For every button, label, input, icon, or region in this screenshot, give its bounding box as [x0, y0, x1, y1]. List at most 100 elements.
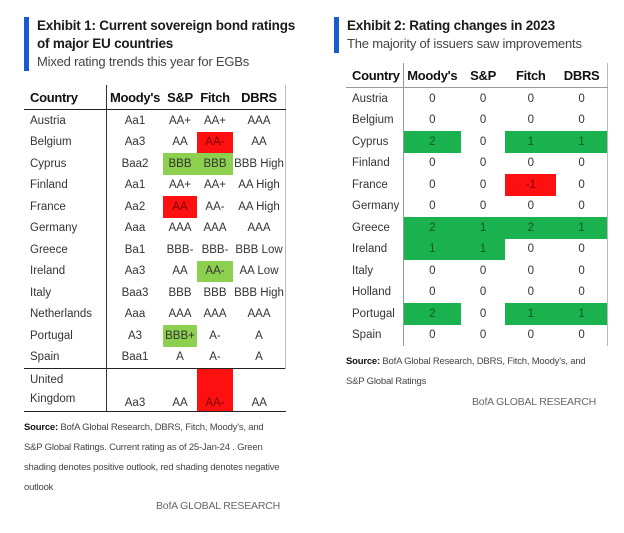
cell-dbrs: 0	[556, 238, 609, 260]
col-header-sp: S&P	[163, 85, 197, 110]
cell-country: Ireland	[24, 260, 107, 282]
exhibit-2-source: Source: BofA Global Research, DBRS, Fitc…	[346, 352, 596, 392]
cell-moodys: Aaa	[124, 308, 146, 321]
col-header-country: Country	[346, 63, 404, 88]
table-row: Cyprus 2 0 1 1	[346, 131, 609, 153]
table-row: Germany 0 0 0 0	[346, 195, 609, 217]
cell-country: Italy	[346, 260, 404, 282]
cell-dbrs: 1	[556, 217, 609, 239]
cell-moodys: 0	[429, 286, 436, 299]
table-row: Italy Baa3 BBB BBB BBB High	[24, 282, 286, 304]
country-line-1: United	[30, 374, 64, 386]
cell-sp: 0	[479, 135, 487, 148]
table-row: Ireland 1 1 0 0	[346, 238, 609, 260]
cell-sp: 0	[479, 157, 487, 170]
cell-fitch: AA-	[197, 260, 233, 282]
table-row: Austria Aa1 AA+ AA+ AAA	[24, 109, 286, 132]
source-text: BofA Global Research, DBRS, Fitch, Moody…	[346, 356, 586, 387]
source-text: BofA Global Research, DBRS, Fitch, Moody…	[24, 422, 280, 493]
cell-dbrs: AAA	[233, 109, 286, 132]
cell-moodys: Aa3	[124, 265, 146, 278]
col-header-moodys: Moody's	[106, 85, 163, 110]
cell-moodys: Baa3	[121, 286, 149, 299]
cell-country: Spain	[24, 346, 107, 369]
cell-dbrs: AA High	[233, 174, 286, 196]
cell-moodys: Aa1	[124, 179, 146, 192]
cell-fitch: 0	[527, 286, 534, 299]
cell-fitch: BBB-	[201, 243, 229, 256]
cell-sp: A	[176, 351, 184, 364]
table-row: Greece 2 1 2 1	[346, 217, 609, 239]
cell-sp: 0	[479, 178, 487, 191]
cell-moodys: 2	[403, 303, 461, 325]
cell-country: France	[24, 196, 107, 218]
cell-country: France	[346, 174, 404, 196]
cell-country: Germany	[346, 195, 404, 217]
cell-fitch: AA-	[197, 368, 233, 412]
cell-fitch: AA-	[205, 200, 225, 213]
exhibit-2-subtitle: The majority of issuers saw improvements	[347, 36, 582, 51]
cell-fitch: BBB	[203, 286, 227, 299]
cell-moodys: 0	[429, 114, 436, 127]
cell-sp: BBB+	[163, 325, 197, 347]
table-row: Austria 0 0 0 0	[346, 87, 609, 110]
exhibit-1: Exhibit 1: Current sovereign bond rating…	[24, 17, 304, 512]
cell-fitch: -1	[505, 174, 557, 196]
cell-moodys: 0	[429, 92, 436, 105]
cell-sp: 1	[460, 217, 506, 239]
cell-dbrs: BBB Low	[233, 239, 286, 261]
table-row: Italy 0 0 0 0	[346, 260, 609, 282]
cell-fitch: 0	[527, 114, 534, 127]
cell-dbrs: AA Low	[233, 260, 286, 282]
exhibit-1-brand: BofA GLOBAL RESEARCH	[156, 500, 280, 512]
cell-fitch: 1	[505, 131, 557, 153]
cell-dbrs: 1	[556, 303, 609, 325]
cell-fitch: AAA	[203, 308, 227, 321]
table-header-row: Country Moody's S&P Fitch DBRS	[24, 85, 286, 110]
cell-fitch: A-	[209, 329, 221, 342]
cell-dbrs: 0	[556, 174, 609, 196]
cell-dbrs: 0	[556, 324, 609, 346]
cell-moodys: Aa1	[124, 114, 146, 127]
cell-moodys: 0	[429, 200, 436, 213]
cell-dbrs: AAA	[233, 303, 286, 325]
cell-moodys: 2	[403, 217, 461, 239]
cell-sp: 0	[479, 200, 487, 213]
cell-sp: BBB	[168, 286, 192, 299]
cell-country: Spain	[346, 324, 404, 346]
table-row: Cyprus Baa2 BBB BBB BBB High	[24, 153, 286, 175]
title-line-2: of major EU countries	[37, 36, 174, 51]
cell-country: Portugal	[24, 325, 107, 347]
col-header-fitch: Fitch	[505, 63, 557, 88]
cell-dbrs: AAA	[233, 217, 286, 239]
cell-moodys: 0	[429, 264, 436, 277]
cell-country: Belgium	[24, 131, 107, 153]
cell-sp: AAA	[168, 308, 192, 321]
table-row: Belgium Aa3 AA AA- AA	[24, 131, 286, 153]
cell-country: Holland	[346, 281, 404, 303]
cell-dbrs: BBB High	[233, 282, 286, 304]
cell-country: Belgium	[346, 109, 404, 131]
cell-sp: AAA	[168, 222, 192, 235]
cell-moodys: Aa3	[106, 368, 163, 412]
exhibit-1-subtitle: Mixed rating trends this year for EGBs	[37, 54, 250, 69]
cell-fitch: 0	[527, 92, 534, 105]
table-row: Spain 0 0 0 0	[346, 324, 609, 346]
cell-fitch: 0	[527, 329, 534, 342]
cell-sp: AA	[163, 368, 197, 412]
cell-country: Germany	[24, 217, 107, 239]
cell-dbrs: 1	[556, 131, 609, 153]
source-label: Source:	[346, 356, 380, 367]
country-line-2: Kingdom	[30, 393, 76, 405]
cell-dbrs: 0	[556, 109, 609, 131]
cell-moodys: 1	[403, 238, 461, 260]
table-row: Finland 0 0 0 0	[346, 152, 609, 174]
cell-sp: BBB	[163, 153, 197, 175]
cell-moodys: 2	[403, 131, 461, 153]
cell-dbrs: AA	[233, 131, 286, 153]
cell-dbrs: A	[233, 346, 286, 369]
table-row: Germany Aaa AAA AAA AAA	[24, 217, 286, 239]
cell-country: Greece	[24, 239, 107, 261]
cell-moodys: Ba1	[124, 243, 146, 256]
exhibit-2-title: Exhibit 2: Rating changes in 2023	[347, 18, 555, 33]
